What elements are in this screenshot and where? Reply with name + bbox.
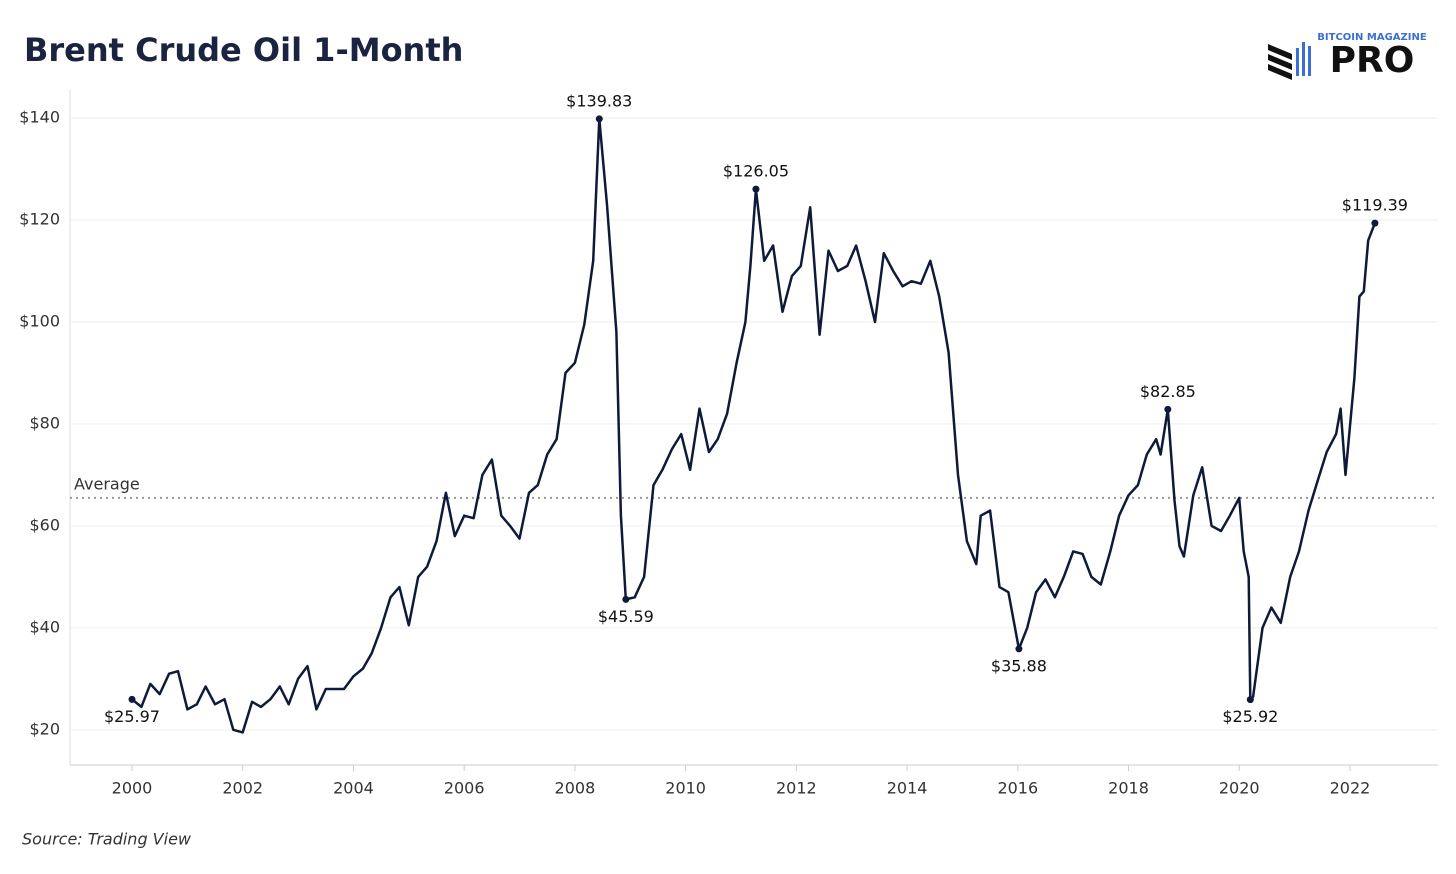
value-label: $126.05 bbox=[723, 162, 789, 181]
price-line bbox=[131, 117, 1377, 734]
x-tick-label: 2006 bbox=[444, 779, 485, 798]
x-tick-label: 2008 bbox=[555, 779, 596, 798]
value-label: $25.92 bbox=[1222, 707, 1278, 726]
x-tick-label: 2012 bbox=[776, 779, 817, 798]
x-tick-label: 2020 bbox=[1219, 779, 1260, 798]
x-tick-label: 2016 bbox=[997, 779, 1038, 798]
value-label: $139.83 bbox=[566, 91, 632, 110]
logo-bar bbox=[1308, 46, 1311, 76]
logo-product: PRO bbox=[1330, 40, 1415, 81]
logo-mark bbox=[1268, 44, 1292, 80]
point-marker bbox=[595, 115, 603, 123]
y-tick-label: $60 bbox=[29, 515, 60, 534]
x-tick-label: 2004 bbox=[333, 779, 374, 798]
average-label: Average bbox=[74, 474, 140, 493]
x-tick-label: 2000 bbox=[112, 779, 153, 798]
value-label: $82.85 bbox=[1140, 382, 1196, 401]
x-tick-label: 2014 bbox=[887, 779, 928, 798]
point-marker bbox=[1164, 405, 1172, 413]
point-marker bbox=[1015, 645, 1023, 653]
y-tick-label: $80 bbox=[29, 413, 60, 432]
chart-title: Brent Crude Oil 1-Month bbox=[24, 31, 463, 69]
y-tick-label: $140 bbox=[19, 108, 60, 127]
point-marker bbox=[1246, 696, 1254, 704]
point-marker bbox=[622, 595, 630, 603]
y-tick-label: $100 bbox=[19, 311, 60, 330]
x-tick-label: 2018 bbox=[1108, 779, 1149, 798]
value-label: $119.39 bbox=[1342, 196, 1408, 215]
logo-bar bbox=[1296, 48, 1299, 76]
x-tick-label: 2002 bbox=[222, 779, 263, 798]
logo-brand: BITCOIN MAGAZINE bbox=[1317, 32, 1427, 43]
x-tick-label: 2022 bbox=[1330, 779, 1371, 798]
y-tick-label: $40 bbox=[29, 617, 60, 636]
value-label: $35.88 bbox=[991, 656, 1047, 675]
point-marker bbox=[752, 185, 760, 193]
value-label: $25.97 bbox=[104, 707, 160, 726]
point-marker bbox=[1371, 219, 1379, 227]
point-marker bbox=[128, 695, 136, 703]
y-tick-label: $20 bbox=[29, 719, 60, 738]
y-tick-label: $120 bbox=[19, 210, 60, 229]
x-tick-label: 2010 bbox=[665, 779, 706, 798]
logo-bar bbox=[1302, 42, 1305, 76]
value-label: $45.59 bbox=[598, 607, 654, 626]
source: Source: Trading View bbox=[22, 830, 192, 849]
logo: BITCOIN MAGAZINE PRO bbox=[1268, 32, 1427, 81]
